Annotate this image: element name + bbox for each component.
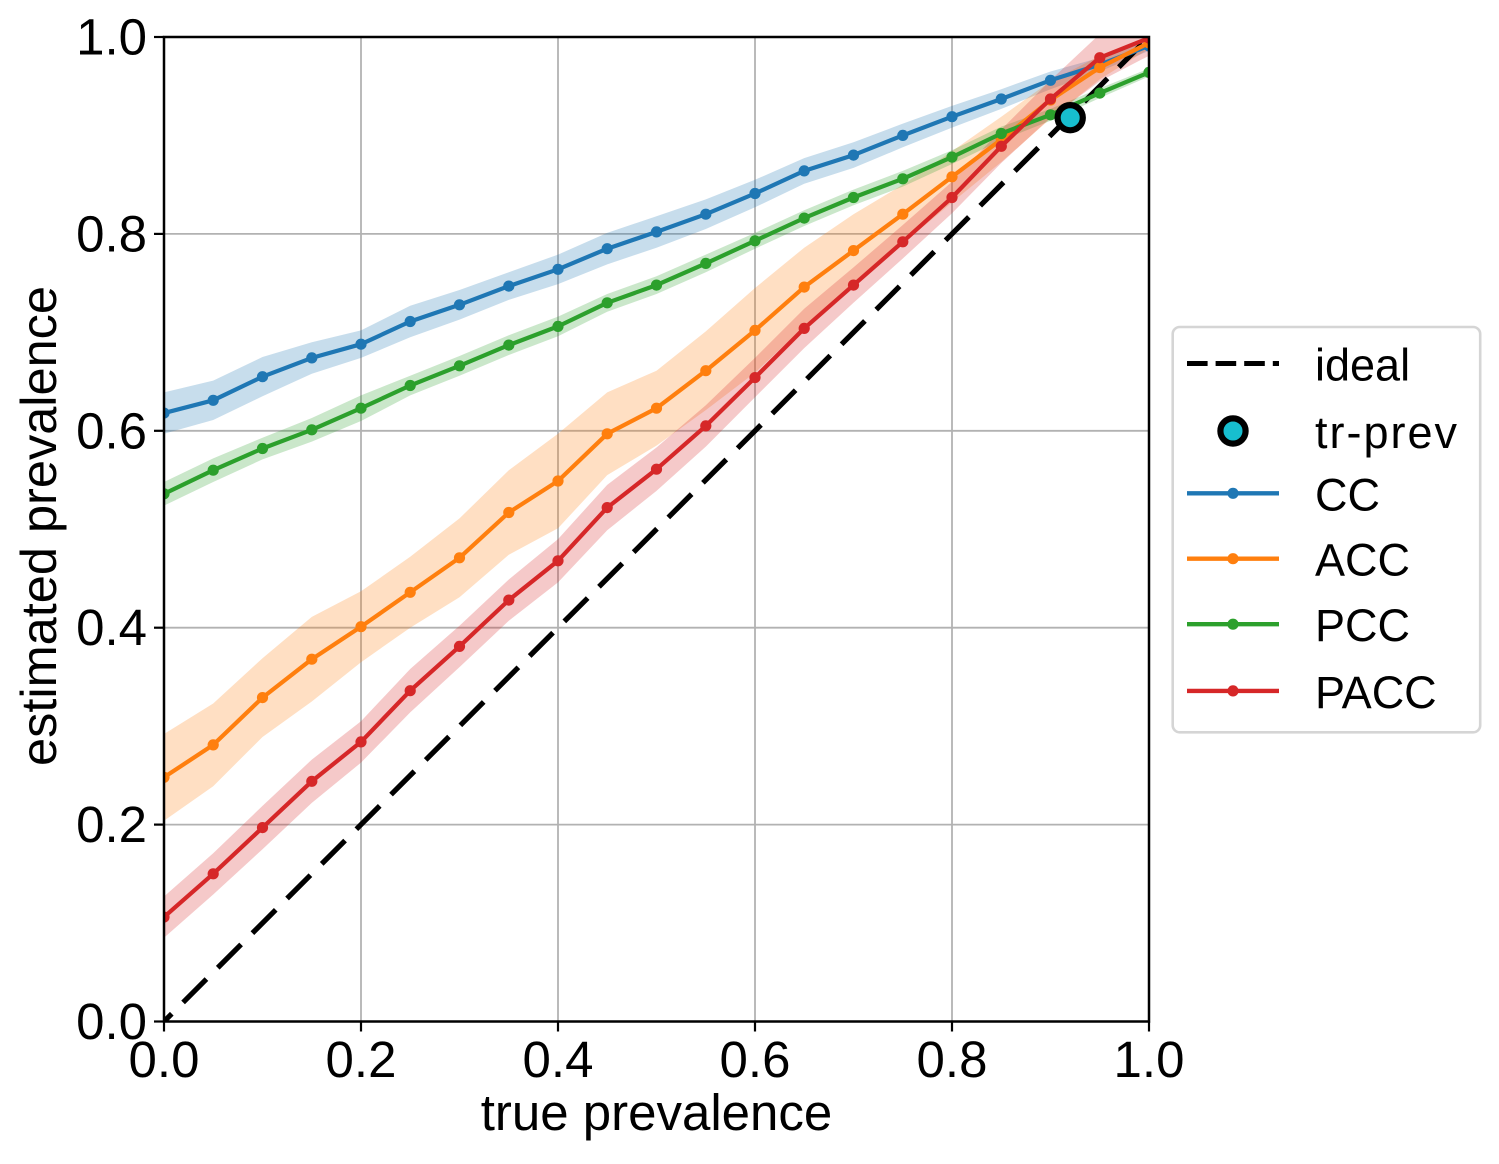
svg-text:0.2: 0.2: [76, 796, 147, 853]
svg-text:0.6: 0.6: [76, 402, 147, 459]
svg-text:CC: CC: [1315, 469, 1380, 520]
svg-text:ideal: ideal: [1315, 340, 1410, 391]
svg-text:tr-prev: tr-prev: [1315, 407, 1459, 458]
svg-text:0.4: 0.4: [523, 1031, 594, 1088]
svg-text:1.0: 1.0: [76, 9, 147, 66]
svg-text:0.2: 0.2: [326, 1031, 397, 1088]
svg-text:0.8: 0.8: [76, 205, 147, 262]
svg-text:1.0: 1.0: [1114, 1031, 1185, 1088]
svg-text:PACC: PACC: [1315, 667, 1437, 718]
svg-text:0.8: 0.8: [917, 1031, 988, 1088]
svg-text:0.0: 0.0: [129, 1031, 200, 1088]
svg-text:PCC: PCC: [1315, 600, 1410, 651]
svg-text:ACC: ACC: [1315, 535, 1410, 586]
svg-text:0.6: 0.6: [720, 1031, 791, 1088]
svg-text:true prevalence: true prevalence: [481, 1084, 833, 1141]
svg-text:0.0: 0.0: [76, 993, 147, 1050]
svg-text:estimated prevalence: estimated prevalence: [10, 286, 67, 766]
svg-text:0.4: 0.4: [76, 599, 147, 656]
